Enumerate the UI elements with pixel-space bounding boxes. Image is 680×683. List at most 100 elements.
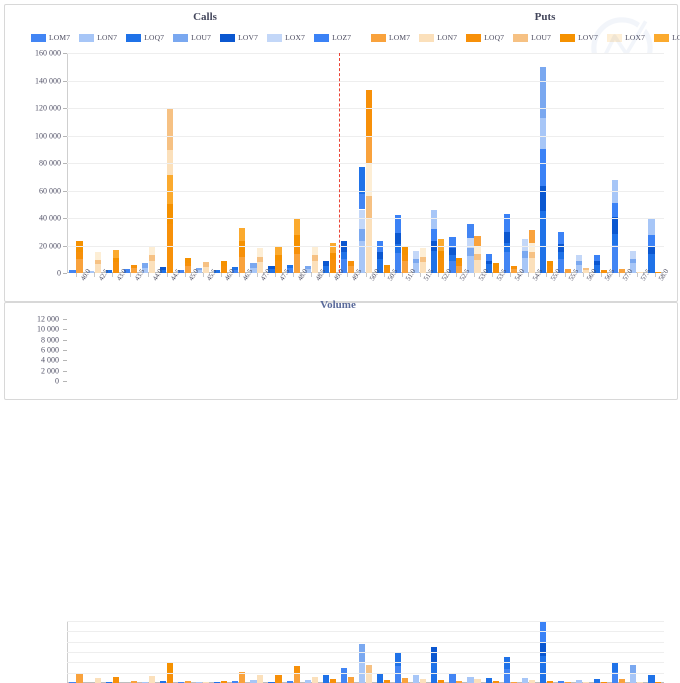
bar-puts-43.0[interactable]	[113, 250, 119, 273]
bar-calls-50.0[interactable]	[359, 167, 365, 273]
bar-puts-43.5[interactable]	[131, 265, 137, 273]
legend-item-calls-lou7[interactable]: LOU7	[173, 33, 211, 42]
bar-calls-51.5[interactable]	[413, 251, 419, 273]
bar-calls-56.5[interactable]	[594, 255, 600, 273]
bar-calls-56.0[interactable]	[576, 255, 582, 273]
legend-item-puts-lov7[interactable]: LOV7	[560, 33, 598, 42]
bar-puts-49.0[interactable]	[330, 243, 336, 273]
bar-calls-46.5[interactable]	[232, 267, 238, 273]
bar-calls-50.0[interactable]	[359, 644, 365, 683]
bar-puts-44.0[interactable]	[149, 676, 155, 683]
legend-item-calls-lon7[interactable]: LON7	[79, 33, 117, 42]
bar-calls-54.5[interactable]	[522, 678, 528, 683]
bar-puts-52.0[interactable]	[438, 239, 444, 273]
bar-puts-42.5[interactable]	[95, 252, 101, 273]
bar-puts-47.0[interactable]	[257, 675, 263, 683]
bar-puts-55.0[interactable]	[547, 261, 553, 273]
bar-puts-51.5[interactable]	[420, 679, 426, 683]
bar-calls-57.5[interactable]	[630, 251, 636, 273]
bar-puts-48.5[interactable]	[312, 246, 318, 274]
bar-calls-46.0[interactable]	[214, 270, 220, 273]
bar-calls-53.0[interactable]	[467, 677, 473, 683]
bar-puts-45.0[interactable]	[185, 258, 191, 273]
bar-calls-58.0[interactable]	[648, 675, 654, 683]
bar-puts-47.5[interactable]	[275, 675, 281, 683]
bar-puts-45.5[interactable]	[203, 262, 209, 273]
bar-puts-53.0[interactable]	[474, 679, 480, 683]
legend-item-calls-loq7[interactable]: LOQ7	[126, 33, 164, 42]
bar-calls-45.0[interactable]	[178, 270, 184, 273]
bar-calls-52.5[interactable]	[449, 237, 455, 273]
bar-puts-43.0[interactable]	[113, 677, 119, 683]
bar-puts-57.0[interactable]	[619, 679, 625, 683]
bar-puts-51.0[interactable]	[402, 246, 408, 274]
bar-puts-56.0[interactable]	[583, 268, 589, 274]
bar-puts-53.5[interactable]	[493, 263, 499, 273]
legend-item-calls-lox7[interactable]: LOX7	[267, 33, 305, 42]
bar-calls-52.5[interactable]	[449, 674, 455, 683]
bar-puts-40.0[interactable]	[76, 674, 82, 683]
bar-puts-49.5[interactable]	[348, 261, 354, 273]
bar-calls-49.0[interactable]	[323, 675, 329, 683]
bar-puts-48.0[interactable]	[294, 666, 300, 683]
bar-calls-49.0[interactable]	[323, 261, 329, 273]
bar-puts-57.0[interactable]	[619, 269, 625, 273]
bar-calls-42.5[interactable]	[88, 271, 94, 273]
bar-calls-47.0[interactable]	[250, 263, 256, 273]
bar-calls-57.0[interactable]	[612, 180, 618, 274]
legend-item-calls-lom7[interactable]: LOM7	[31, 33, 70, 42]
legend-item-calls-lov7[interactable]: LOV7	[220, 33, 258, 42]
bar-calls-50.5[interactable]	[377, 673, 383, 683]
bar-puts-51.5[interactable]	[420, 248, 426, 273]
bar-calls-55.5[interactable]	[558, 232, 564, 273]
bar-calls-54.0[interactable]	[504, 657, 510, 683]
bar-calls-44.0[interactable]	[142, 263, 148, 273]
legend-item-puts-lox7[interactable]: LOX7	[607, 33, 645, 42]
bar-calls-48.0[interactable]	[287, 265, 293, 273]
bar-puts-47.0[interactable]	[257, 248, 263, 273]
bar-puts-51.0[interactable]	[402, 678, 408, 683]
bar-puts-58.0[interactable]	[655, 272, 661, 273]
bar-puts-54.0[interactable]	[511, 266, 517, 273]
bar-puts-49.0[interactable]	[330, 679, 336, 683]
bar-puts-42.5[interactable]	[95, 678, 101, 683]
bar-calls-54.5[interactable]	[522, 239, 528, 273]
bar-calls-47.5[interactable]	[268, 266, 274, 273]
legend-item-puts-lou7[interactable]: LOU7	[513, 33, 551, 42]
bar-calls-53.5[interactable]	[486, 678, 492, 683]
bar-puts-56.5[interactable]	[601, 270, 607, 273]
bar-puts-46.5[interactable]	[239, 228, 245, 273]
bar-puts-50.5[interactable]	[384, 265, 390, 273]
bar-calls-45.5[interactable]	[196, 268, 202, 273]
bar-puts-44.0[interactable]	[149, 246, 155, 274]
bar-puts-57.5[interactable]	[637, 272, 643, 273]
bar-calls-43.5[interactable]	[124, 269, 130, 273]
bar-puts-46.0[interactable]	[221, 261, 227, 273]
legend-item-calls-loz7[interactable]: LOZ7	[314, 33, 351, 42]
bar-calls-56.5[interactable]	[594, 679, 600, 683]
bar-calls-43.0[interactable]	[106, 270, 112, 273]
bar-puts-47.5[interactable]	[275, 246, 281, 274]
legend-item-puts-lon7[interactable]: LON7	[419, 33, 457, 42]
bar-puts-55.5[interactable]	[565, 269, 571, 273]
bar-calls-51.5[interactable]	[413, 675, 419, 683]
bar-calls-52.0[interactable]	[431, 210, 437, 273]
bar-calls-57.5[interactable]	[630, 665, 636, 683]
bar-calls-54.0[interactable]	[504, 214, 510, 273]
bar-calls-51.0[interactable]	[395, 215, 401, 273]
bar-calls-53.0[interactable]	[467, 224, 473, 274]
bar-puts-49.5[interactable]	[348, 677, 354, 683]
bar-calls-51.0[interactable]	[395, 652, 401, 683]
bar-calls-48.5[interactable]	[305, 266, 311, 273]
legend-item-puts-loz7[interactable]: LOZ7	[654, 33, 680, 42]
bar-calls-44.5[interactable]	[160, 267, 166, 273]
legend-item-puts-loq7[interactable]: LOQ7	[466, 33, 504, 42]
bar-puts-52.5[interactable]	[456, 258, 462, 273]
bar-puts-54.5[interactable]	[529, 230, 535, 273]
bar-calls-40.0[interactable]	[69, 270, 75, 273]
bar-puts-48.5[interactable]	[312, 677, 318, 683]
bar-puts-50.0[interactable]	[366, 665, 372, 683]
bar-calls-49.5[interactable]	[341, 668, 347, 683]
legend-item-puts-lom7[interactable]: LOM7	[371, 33, 410, 42]
bar-calls-55.0[interactable]	[540, 67, 546, 273]
